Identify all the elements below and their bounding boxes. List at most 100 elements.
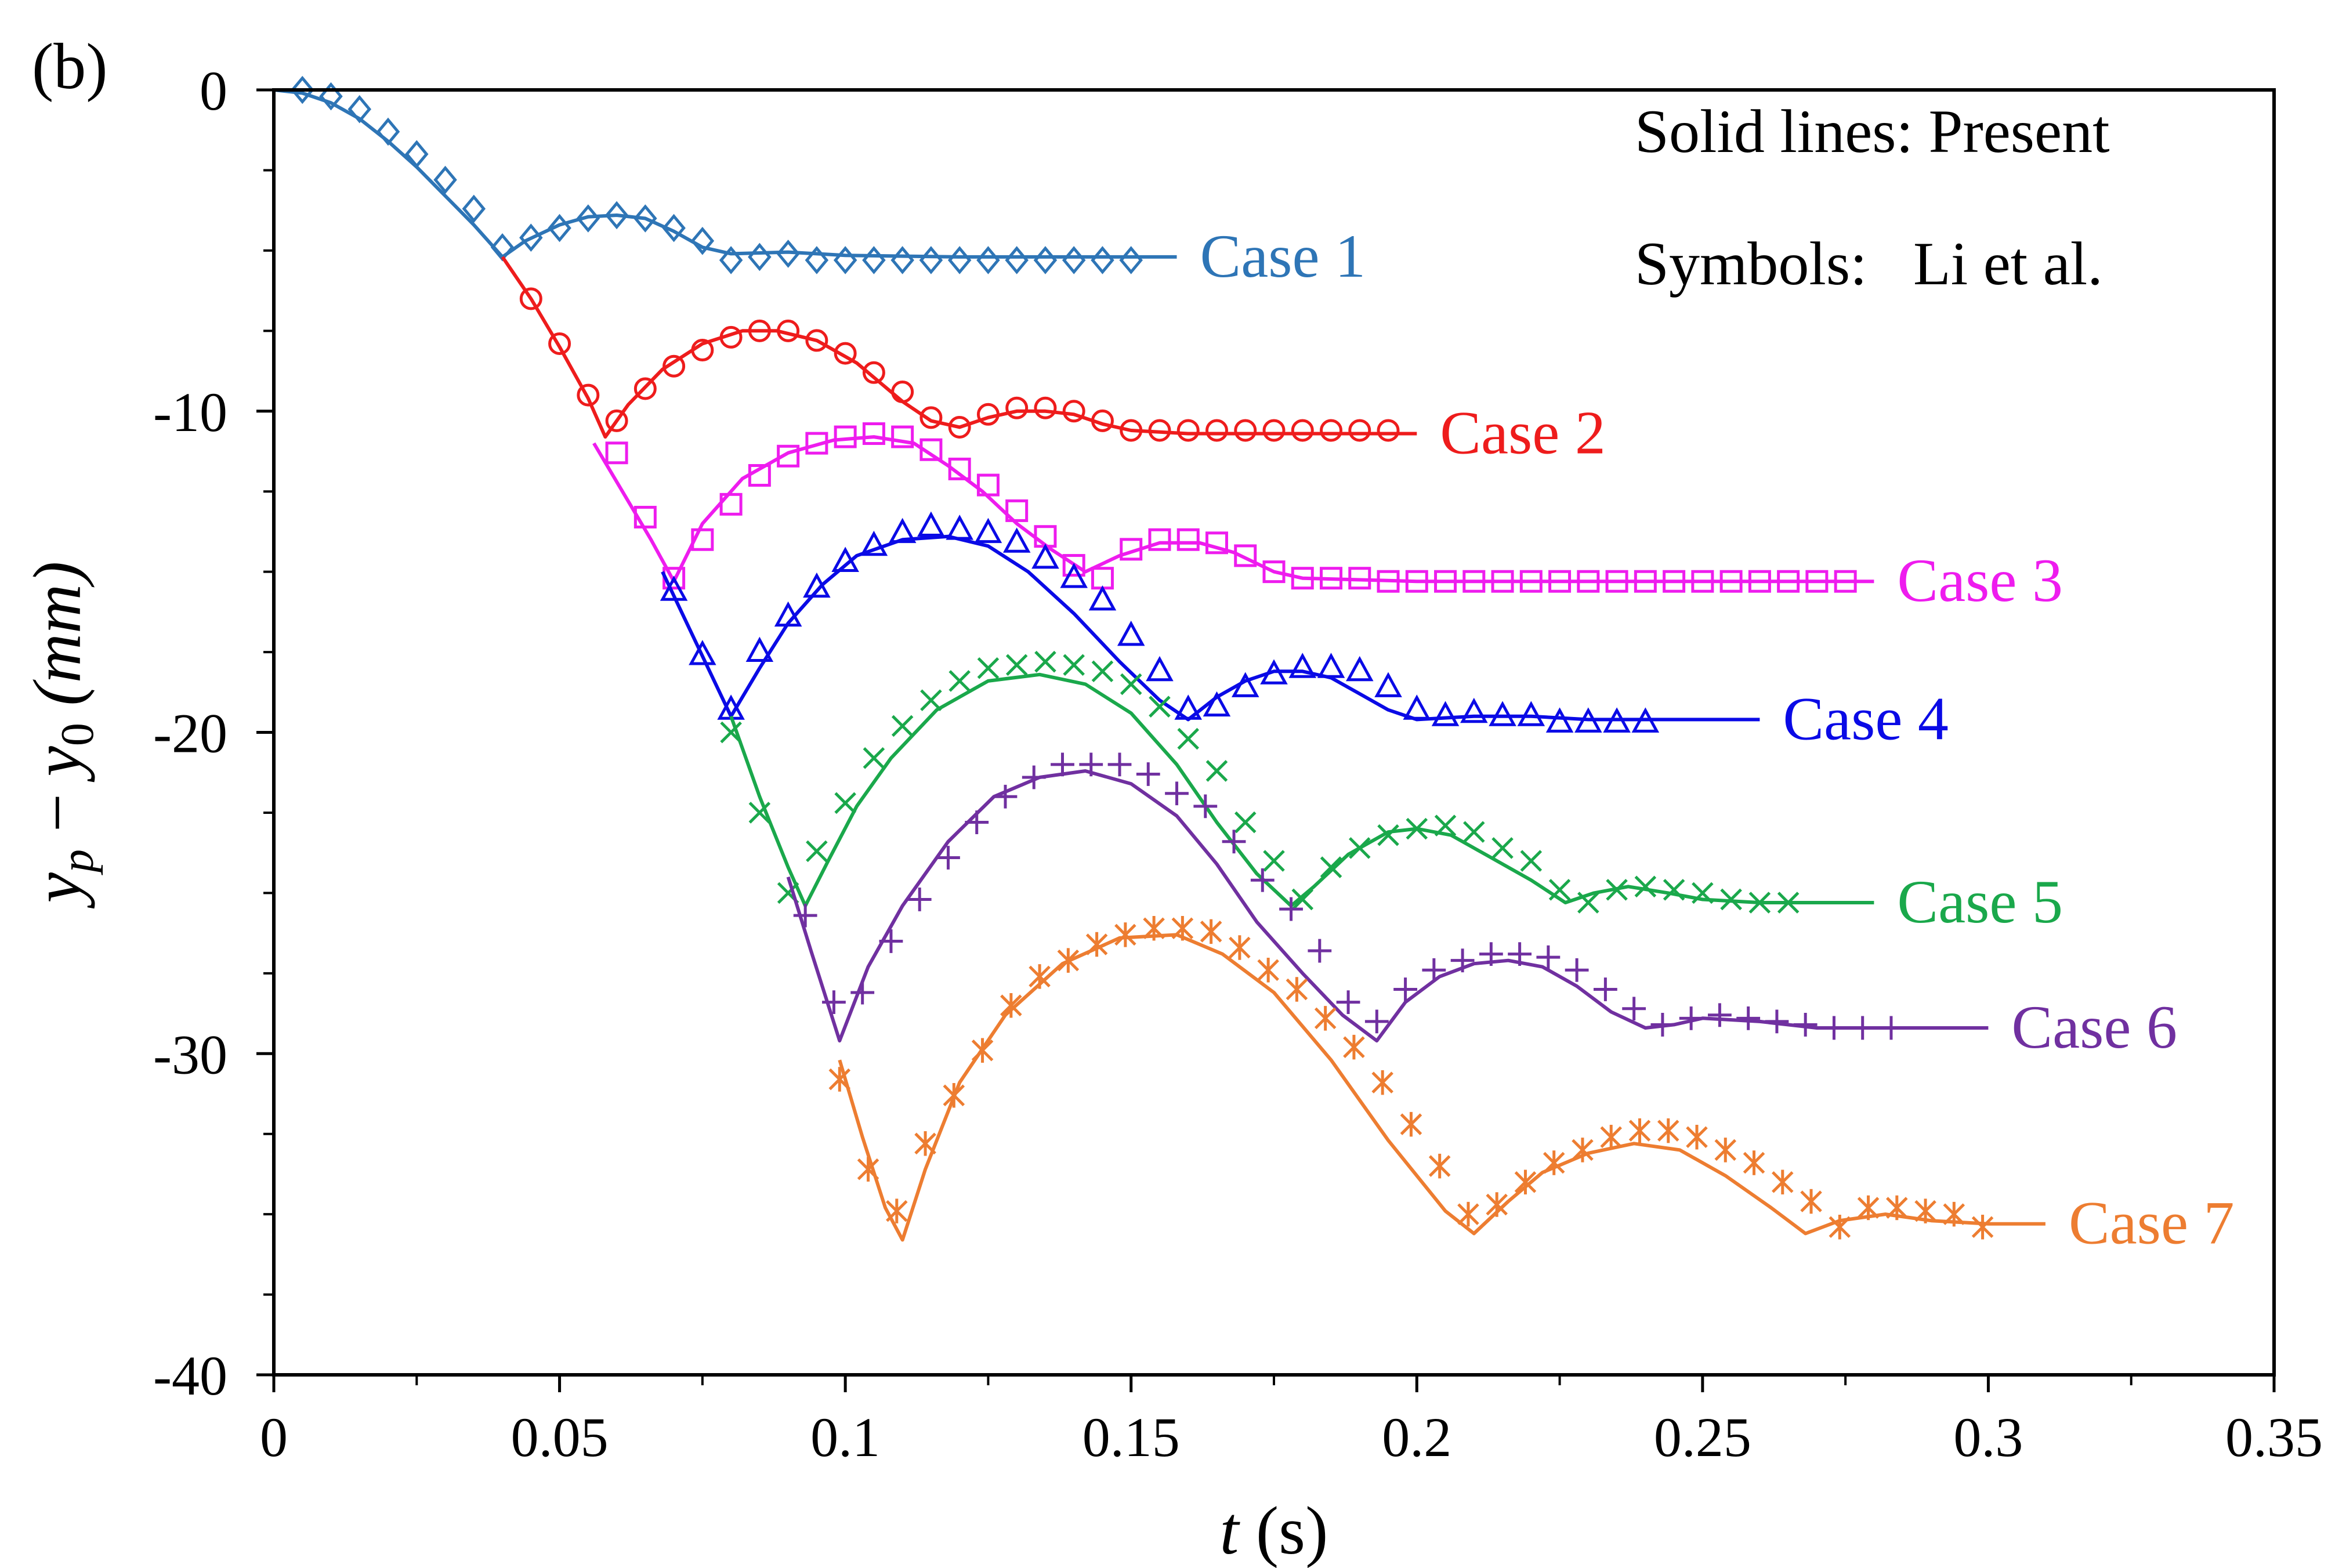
data-point-plus xyxy=(1708,1003,1732,1027)
data-point-diamond xyxy=(376,117,400,146)
data-point-square xyxy=(805,432,828,455)
data-point-circle xyxy=(548,332,571,355)
data-point-x xyxy=(1149,696,1171,718)
data-point-square xyxy=(1748,570,1771,593)
data-point-asterisk xyxy=(1857,1195,1880,1221)
data-point-asterisk xyxy=(1057,948,1080,973)
series-3 xyxy=(592,422,1874,593)
data-point-diamond xyxy=(347,95,372,124)
data-point-triangle xyxy=(1545,707,1574,733)
data-point-plus xyxy=(1851,1016,1875,1040)
data-point-circle xyxy=(1348,419,1371,442)
data-point-asterisk xyxy=(1085,932,1108,957)
data-point-square xyxy=(1148,528,1171,551)
data-point-triangle xyxy=(1174,694,1202,720)
data-point-square xyxy=(1005,499,1029,522)
data-point-circle xyxy=(834,342,857,365)
data-point-diamond xyxy=(576,204,600,233)
data-point-plus xyxy=(1279,897,1303,921)
data-point-plus xyxy=(1308,939,1332,963)
data-point-diamond xyxy=(405,140,429,169)
data-point-triangle xyxy=(888,517,917,544)
data-point-asterisk xyxy=(1514,1169,1537,1194)
data-point-circle xyxy=(777,319,800,342)
series-line xyxy=(273,88,1177,259)
data-point-x xyxy=(863,747,885,769)
data-point-triangle xyxy=(1574,707,1602,733)
data-point-x xyxy=(1063,654,1085,676)
data-point-triangle xyxy=(1060,563,1088,588)
series-6 xyxy=(786,752,1989,1043)
data-point-triangle xyxy=(1231,672,1259,697)
data-point-diamond xyxy=(805,246,829,274)
data-point-square xyxy=(1805,570,1829,593)
data-point-plus xyxy=(1222,830,1246,854)
data-point-diamond xyxy=(1119,246,1143,274)
data-point-triangle xyxy=(1317,653,1345,678)
panel-label: (b) xyxy=(32,31,108,103)
data-point-asterisk xyxy=(857,1157,879,1182)
data-point-triangle xyxy=(917,511,945,537)
data-point-square xyxy=(1719,570,1743,593)
data-point-triangle xyxy=(1631,707,1660,733)
data-point-diamond xyxy=(862,246,886,274)
data-point-plus xyxy=(1822,1016,1846,1040)
data-point-asterisk xyxy=(1686,1124,1708,1150)
data-point-square xyxy=(1348,567,1371,590)
series-label: Case 5 xyxy=(1897,868,2063,936)
data-point-asterisk xyxy=(828,1067,851,1092)
data-point-x xyxy=(806,840,828,863)
data-point-square xyxy=(1691,570,1714,593)
y-axis-label-minus: − xyxy=(19,776,95,849)
data-point-plus xyxy=(822,990,846,1015)
data-point-circle xyxy=(805,329,828,352)
data-point-x xyxy=(1263,850,1285,872)
data-point-asterisk xyxy=(914,1131,936,1156)
data-point-circle xyxy=(891,381,914,404)
legend-note-symbols: Symbols: Li et al. xyxy=(1635,230,2103,298)
data-point-diamond xyxy=(462,194,486,223)
data-point-square xyxy=(1605,570,1628,593)
data-point-x xyxy=(834,792,856,814)
data-point-asterisk xyxy=(1943,1201,1965,1227)
data-point-asterisk xyxy=(1657,1118,1679,1143)
data-point-diamond xyxy=(604,201,629,230)
data-point-square xyxy=(1834,570,1857,593)
data-point-diamond xyxy=(748,242,772,271)
data-point-square xyxy=(1234,544,1257,567)
data-point-square xyxy=(691,528,714,551)
data-point-x xyxy=(1177,727,1199,750)
data-point-plus xyxy=(1479,942,1503,966)
data-point-diamond xyxy=(1062,246,1086,274)
data-point-plus xyxy=(1079,752,1103,777)
data-point-asterisk xyxy=(1114,922,1136,947)
data-point-circle xyxy=(1062,400,1085,423)
data-point-x xyxy=(720,721,742,744)
data-point-asterisk xyxy=(1143,916,1165,941)
data-point-asterisk xyxy=(1371,1070,1393,1095)
data-point-x xyxy=(1634,875,1657,898)
x-axis-label-variable: t xyxy=(1220,1493,1241,1568)
data-point-triangle xyxy=(1489,701,1516,726)
series-line xyxy=(786,769,1989,1043)
data-point-triangle xyxy=(1031,544,1059,569)
series-label: Case 2 xyxy=(1440,399,1606,467)
data-point-square xyxy=(891,425,914,448)
data-point-square xyxy=(748,464,771,487)
data-point-plus xyxy=(1022,765,1046,790)
data-point-x xyxy=(1120,673,1142,696)
data-point-plus xyxy=(993,784,1018,809)
data-point-square xyxy=(719,493,743,516)
data-point-plus xyxy=(1393,977,1417,1001)
data-point-asterisk xyxy=(1343,1034,1365,1060)
x-tick-label: 0.25 xyxy=(1654,1406,1751,1468)
data-point-asterisk xyxy=(1971,1215,1994,1240)
data-point-square xyxy=(1519,570,1543,593)
data-point-asterisk xyxy=(1229,935,1251,960)
series-4 xyxy=(660,511,1760,733)
data-point-plus xyxy=(1508,942,1532,966)
y-axis-label-y0: y xyxy=(19,745,95,782)
data-point-x xyxy=(948,670,971,692)
data-point-asterisk xyxy=(1200,919,1222,944)
data-point-circle xyxy=(862,361,885,384)
